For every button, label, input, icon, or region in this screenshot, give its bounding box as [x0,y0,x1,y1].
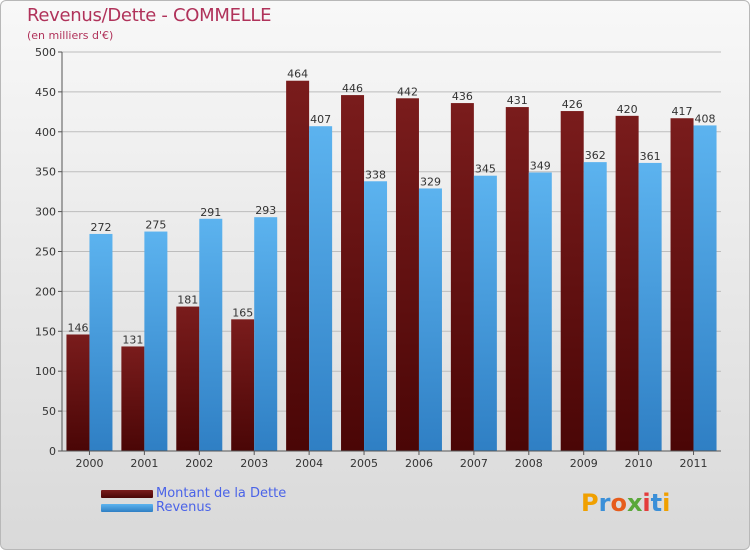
y-tick-label: 200 [35,285,56,298]
bar-revenue [89,233,113,451]
bar-revenue [638,162,662,451]
y-axis-ticks: 0 50 100 150 200 250 300 350 400 450 500 [35,46,62,458]
legend-item-debt: Montant de la Dette [101,486,361,502]
bar-revenue [309,126,333,452]
legend-label-revenue: Revenus [156,500,212,515]
y-tick-label: 500 [35,46,56,59]
data-label-debt: 165 [232,306,253,319]
data-label-revenue: 275 [145,219,166,232]
x-tick-label: 2007 [460,457,488,470]
data-label-revenue: 362 [585,149,606,162]
bar-revenue [199,218,223,451]
x-tick-label: 2002 [185,457,213,470]
y-tick-label: 150 [35,325,56,338]
bar-revenue [144,231,168,451]
data-label-debt: 131 [122,333,143,346]
legend: Montant de la Dette Revenus [101,486,361,516]
proxiti-logo: Proxiti [581,489,671,517]
bar-debt [615,115,639,451]
y-tick-label: 250 [35,246,56,259]
data-label-revenue: 408 [695,112,716,125]
y-tick-label: 300 [35,206,56,219]
chart-title: Revenus/Dette - COMMELLE [27,5,272,26]
x-axis-ticks: 2000 2001 2002 2003 2004 2005 2006 2007 2008 2009… [75,451,708,470]
x-tick-label: 2006 [405,457,433,470]
data-label-revenue: 338 [365,168,386,181]
bar-debt [286,80,310,451]
y-tick-label: 400 [35,126,56,139]
axes [61,52,721,452]
y-tick-label: 450 [35,86,56,99]
x-tick-label: 2009 [570,457,598,470]
bar-debt [505,107,529,451]
bar-revenue [583,162,607,451]
x-tick-label: 2008 [515,457,543,470]
legend-swatch-revenue [101,504,153,512]
bar-debt [341,95,365,451]
chart-subtitle: (en milliers d'€) [27,29,114,42]
data-label-debt: 420 [617,103,638,116]
x-tick-label: 2000 [75,457,103,470]
y-tick-label: 0 [49,445,56,458]
x-tick-label: 2003 [240,457,268,470]
bars: 146 272 131 275 181 291 165 293 464 407 446 338 442 3… [66,68,717,452]
bar-revenue [418,188,442,451]
data-label-debt: 442 [397,85,418,98]
bar-revenue [528,172,552,452]
data-label-debt: 146 [67,321,88,334]
legend-swatch-debt [101,490,153,498]
bar-debt [231,319,255,451]
y-tick-label: 50 [42,405,56,418]
data-label-debt: 464 [287,68,308,81]
legend-item-revenue: Revenus [101,500,361,516]
bar-debt [560,111,584,451]
bar-debt [176,306,200,451]
x-tick-label: 2004 [295,457,323,470]
data-label-revenue: 345 [475,163,496,176]
data-label-revenue: 349 [530,159,551,172]
data-label-revenue: 361 [640,150,661,163]
bar-debt [121,346,145,451]
bar-revenue [473,175,497,451]
data-label-debt: 181 [177,294,198,307]
x-tick-label: 2011 [680,457,708,470]
data-label-debt: 436 [452,90,473,103]
bar-debt [450,103,474,452]
bar-revenue [364,181,388,451]
bar-debt [670,118,694,451]
bar-debt [395,98,419,451]
data-label-debt: 431 [507,94,528,107]
data-label-debt: 446 [342,82,363,95]
data-label-revenue: 293 [255,204,276,217]
bar-revenue [254,217,278,451]
x-tick-label: 2005 [350,457,378,470]
data-label-revenue: 272 [90,221,111,234]
y-tick-label: 350 [35,166,56,179]
data-label-revenue: 329 [420,175,441,188]
grid-lines [62,51,721,452]
x-tick-label: 2010 [625,457,653,470]
data-label-debt: 426 [562,98,583,111]
y-tick-label: 100 [35,365,56,378]
data-label-debt: 417 [672,105,693,118]
x-tick-label: 2001 [130,457,158,470]
bar-revenue [693,125,717,451]
data-label-revenue: 291 [200,206,221,219]
data-label-revenue: 407 [310,113,331,126]
bar-debt [66,334,90,451]
legend-label-debt: Montant de la Dette [156,486,287,501]
